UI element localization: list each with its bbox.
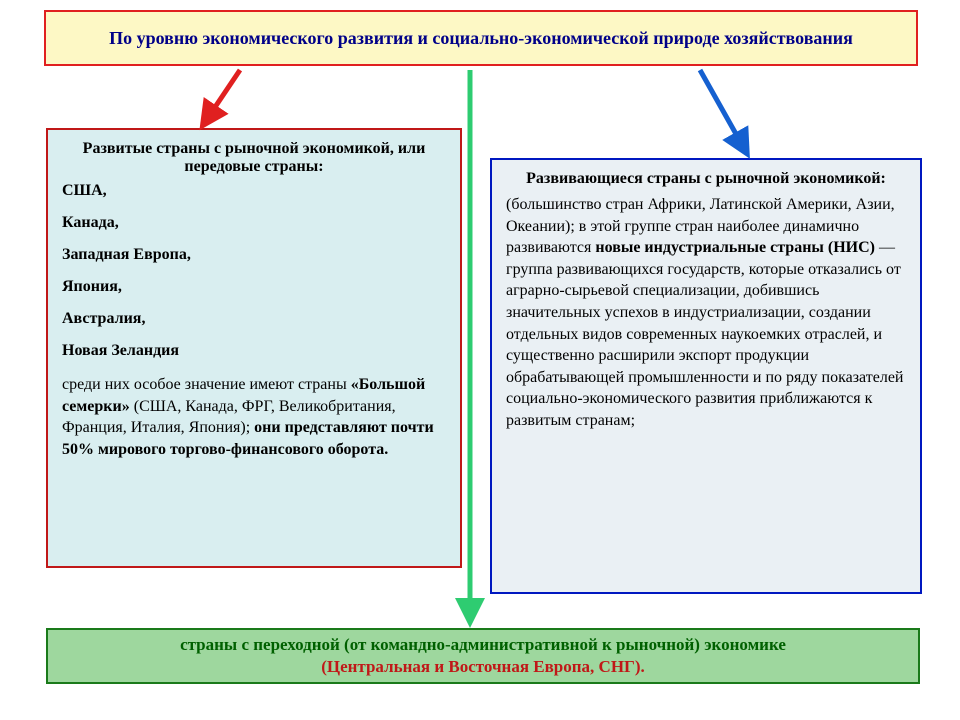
developing-title: Развивающиеся страны с рыночной экономик… xyxy=(506,170,906,188)
developed-countries-box: Развитые страны с рыночной экономикой, и… xyxy=(46,128,462,568)
dev-body-plain-2: — группа развивающихся государств, котор… xyxy=(506,239,903,429)
transition-line-1: страны с переходной (от командно-админис… xyxy=(180,634,786,656)
country-item: Канада, xyxy=(62,214,446,232)
developed-tail: среди них особое значение имеют страны «… xyxy=(62,374,446,460)
transition-line-2: (Центральная и Восточная Европа, СНГ). xyxy=(321,656,645,678)
tail-plain-1: среди них особое значение имеют страны xyxy=(62,376,351,393)
developing-body: (большинство стран Африки, Латинской Аме… xyxy=(506,194,906,432)
transition-economy-box: страны с переходной (от командно-админис… xyxy=(46,628,920,684)
country-item: Япония, xyxy=(62,278,446,296)
arrow-right xyxy=(700,70,745,150)
country-item: Австралия, xyxy=(62,310,446,328)
top-title-text: По уровню экономического развития и соци… xyxy=(109,27,853,50)
developed-countries-list: США, Канада, Западная Европа, Япония, Австра… xyxy=(62,182,446,360)
country-item: Новая Зеландия xyxy=(62,342,446,360)
developed-title: Развитые страны с рыночной экономикой, и… xyxy=(62,140,446,176)
top-classification-box: По уровню экономического развития и соци… xyxy=(44,10,918,66)
developing-countries-box: Развивающиеся страны с рыночной экономик… xyxy=(490,158,922,594)
country-item: Западная Европа, xyxy=(62,246,446,264)
dev-body-bold-1: новые индустриальные страны (НИС) xyxy=(595,239,875,256)
country-item: США, xyxy=(62,182,446,200)
arrow-left xyxy=(205,70,240,122)
